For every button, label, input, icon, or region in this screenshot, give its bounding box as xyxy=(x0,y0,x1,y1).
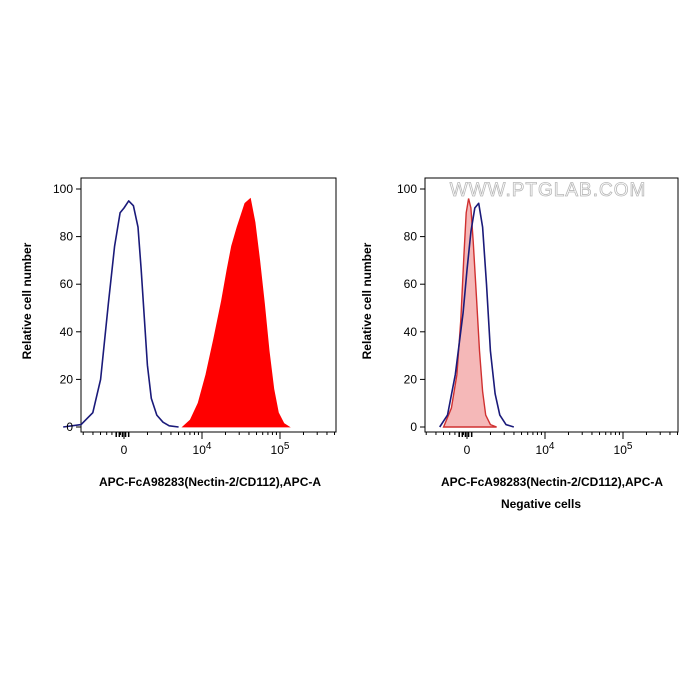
x-tick-label: 0 xyxy=(121,443,128,457)
histogram-marks xyxy=(439,198,515,428)
histogram-panel-right: WWW.PTGLAB.COM 0 20 40 60 80 100 0 104 105 Rela… xyxy=(360,177,679,511)
watermark: WWW.PTGLAB.COM xyxy=(450,180,647,201)
y-tick-label: 60 xyxy=(60,277,74,291)
y-axis-label: Relative cell number xyxy=(20,242,34,359)
series-filled-1 xyxy=(181,197,291,428)
x-tick-label: 105 xyxy=(271,441,290,457)
y-tick-label: 20 xyxy=(60,372,74,386)
histogram-marks xyxy=(63,197,291,428)
y-axis-label: Relative cell number xyxy=(360,242,374,359)
y-tick-label: 100 xyxy=(397,182,417,196)
y-tick-label: 40 xyxy=(404,325,418,339)
y-tick-label: 40 xyxy=(60,325,74,339)
plot-frame xyxy=(80,177,337,433)
histogram-panel-left: 0 20 40 60 80 100 0 104 105 Relative cell numbe… xyxy=(20,177,337,489)
y-tick-label: 0 xyxy=(410,420,417,434)
y-tick-label: 80 xyxy=(60,230,74,244)
x-tick-label: 104 xyxy=(536,441,555,457)
y-tick-label: 100 xyxy=(53,182,73,196)
y-axis-ticks: 0 20 40 60 80 100 xyxy=(397,182,425,434)
y-tick-label: 60 xyxy=(404,277,418,291)
y-tick-label: 80 xyxy=(404,230,418,244)
x-axis-label: APC-FcA98283(Nectin-2/CD112),APC-A xyxy=(99,475,321,489)
y-tick-label: 20 xyxy=(404,372,418,386)
x-axis-ticks: 0 104 105 xyxy=(82,432,336,457)
chart-subtitle: Negative cells xyxy=(501,497,581,511)
series-outline-0 xyxy=(63,200,179,428)
x-axis-label: APC-FcA98283(Nectin-2/CD112),APC-A xyxy=(441,475,663,489)
x-tick-label: 105 xyxy=(614,441,633,457)
y-axis-ticks: 0 20 40 60 80 100 xyxy=(53,182,81,434)
x-tick-label: 0 xyxy=(464,443,471,457)
series-outline-1 xyxy=(439,202,515,428)
plot-frame xyxy=(424,177,679,433)
y-tick-label: 0 xyxy=(66,420,73,434)
x-axis-ticks: 0 104 105 xyxy=(425,432,679,457)
x-tick-label: 104 xyxy=(193,441,212,457)
